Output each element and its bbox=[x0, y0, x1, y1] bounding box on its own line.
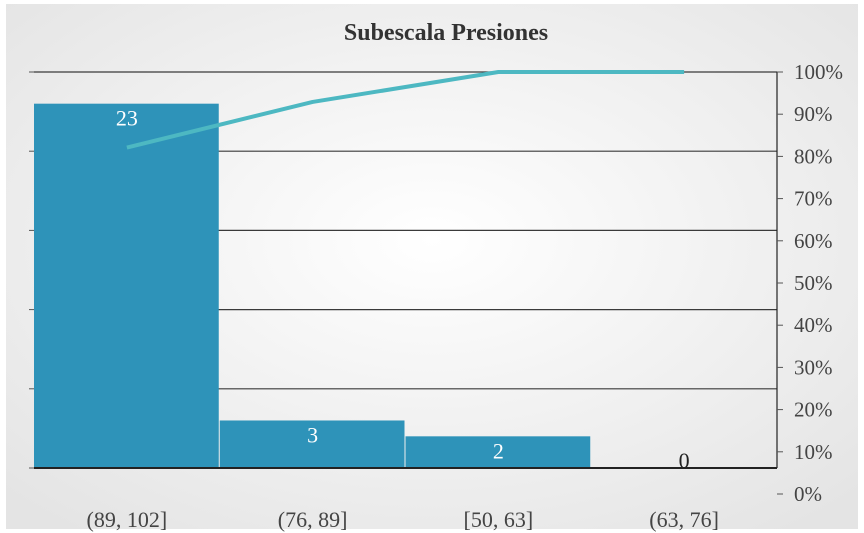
bar bbox=[34, 103, 219, 469]
y2-tick-label: 30% bbox=[794, 355, 833, 379]
y2-tick-label: 70% bbox=[794, 187, 833, 211]
y2-tick-label: 0% bbox=[794, 482, 822, 506]
data-label: 23 bbox=[116, 106, 138, 131]
data-labels: 23 3 2 0 bbox=[116, 106, 690, 473]
x-tick-label: [50, 63] bbox=[464, 507, 534, 532]
cumulative-line bbox=[126, 70, 685, 150]
axes: 0% 10% 20% 30% 40% 50% 60% 70% 80% 90% 100% (89, 10… bbox=[29, 60, 843, 532]
y2-tick-label: 40% bbox=[794, 313, 833, 337]
y2-tick-label: 60% bbox=[794, 229, 833, 253]
y2-tick-label: 20% bbox=[794, 398, 833, 422]
bars bbox=[34, 103, 591, 469]
y2-tick-label: 50% bbox=[794, 271, 833, 295]
y2-tick-label: 80% bbox=[794, 144, 833, 168]
bar bbox=[405, 436, 591, 468]
data-label: 3 bbox=[307, 422, 318, 447]
bar bbox=[219, 420, 405, 468]
data-label: 0 bbox=[679, 448, 690, 473]
data-label: 2 bbox=[493, 438, 504, 463]
chart-title: Subescala Presiones bbox=[344, 20, 548, 46]
y2-tick-label: 90% bbox=[794, 102, 833, 126]
x-tick-label: (63, 76] bbox=[649, 507, 719, 532]
y2-tick-label: 100% bbox=[794, 60, 843, 84]
y2-tick-label: 10% bbox=[794, 440, 833, 464]
x-tick-label: (89, 102] bbox=[87, 507, 168, 532]
cumulative-series-line bbox=[126, 70, 685, 150]
x-tick-label: (76, 89] bbox=[278, 507, 348, 532]
